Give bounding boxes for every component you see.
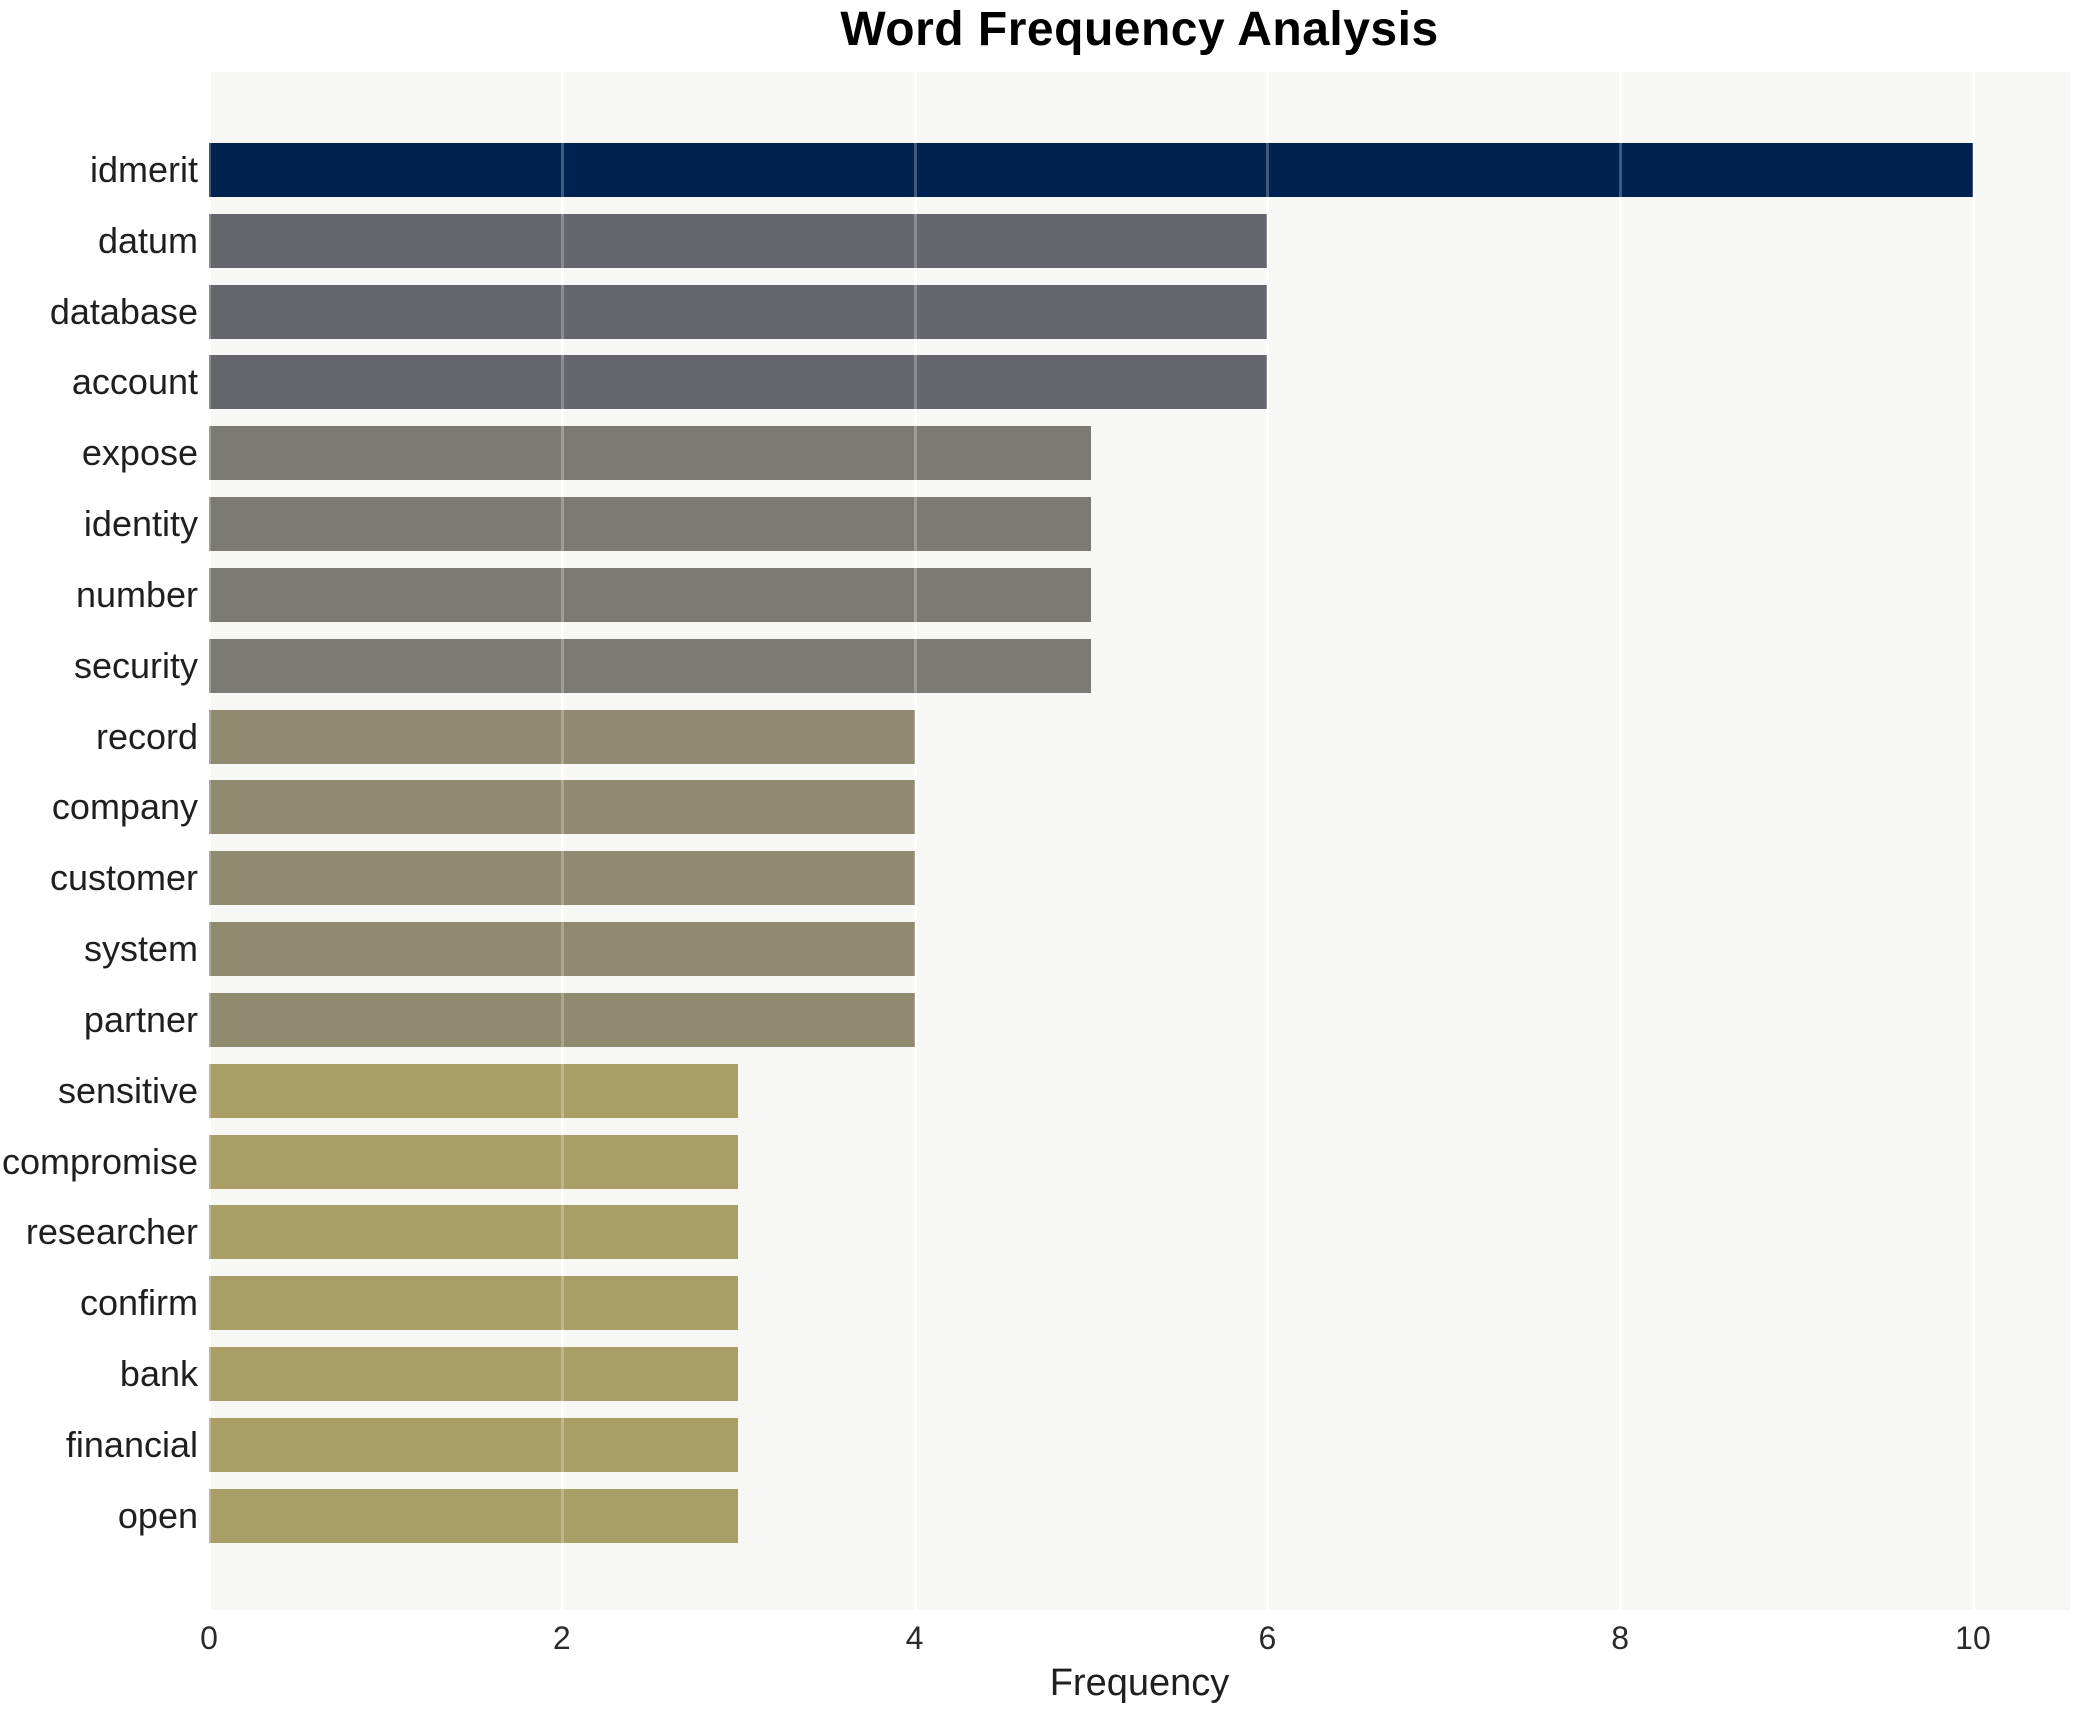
y-label-security: security [73, 644, 198, 686]
x-tick-2: 2 [552, 1620, 571, 1656]
bar-company [209, 780, 915, 835]
gridline-overlay-x6 [1266, 72, 1270, 1610]
y-label-identity: identity [83, 503, 198, 545]
y-label-customer: customer [49, 857, 198, 899]
gridline-overlay-x4 [913, 72, 917, 1610]
y-label-financial: financial [65, 1423, 198, 1465]
plot-area [208, 72, 2070, 1610]
bar-system [209, 922, 915, 977]
y-label-compromise: compromise [1, 1140, 198, 1182]
bar-compromise [209, 1134, 739, 1189]
y-label-partner: partner [83, 998, 198, 1040]
gridline-x8 [1619, 72, 1623, 1610]
y-label-idmerit: idmerit [89, 149, 198, 190]
y-label-database: database [49, 290, 198, 332]
bar-sensitive [209, 1063, 739, 1118]
bar-security [209, 638, 1091, 693]
y-label-sensitive: sensitive [57, 1069, 198, 1111]
gridline-x6 [1266, 72, 1270, 1610]
bar-expose [209, 426, 1091, 481]
gridline-x4 [913, 72, 917, 1610]
y-label-system: system [83, 928, 198, 970]
x-tick-4: 4 [905, 1620, 924, 1656]
bar-bank [209, 1347, 739, 1402]
x-tick-10: 10 [1955, 1620, 1991, 1656]
gridline-overlay-x8 [1619, 72, 1623, 1610]
bar-database [209, 284, 1268, 339]
bar-partner [209, 992, 915, 1047]
y-label-bank: bank [119, 1353, 198, 1395]
gridline-x2 [560, 72, 564, 1610]
x-tick-8: 8 [1611, 1620, 1630, 1656]
gridline-x10 [1971, 72, 1975, 1610]
bar-idmerit [209, 143, 1973, 197]
y-axis-labels: idmerit datum database account expose identit… [0, 143, 198, 1543]
y-label-number: number [75, 573, 198, 615]
y-label-company: company [51, 786, 198, 828]
bar-researcher [209, 1205, 739, 1260]
bar-identity [209, 497, 1091, 552]
x-tick-6: 6 [1258, 1620, 1277, 1656]
x-tick-0: 0 [200, 1620, 218, 1656]
y-label-account: account [71, 361, 198, 403]
bar-confirm [209, 1276, 739, 1331]
gridline-overlay-x10 [1971, 72, 1975, 1610]
y-label-record: record [95, 715, 198, 757]
bar-customer [209, 851, 915, 906]
gridline-overlay-x2 [560, 72, 564, 1610]
bar-series [209, 143, 2070, 1543]
x-axis-title: Frequency [1049, 1662, 1230, 1704]
gridline-x0 [208, 72, 211, 1610]
chart-title: Word Frequency Analysis [840, 3, 1439, 56]
bar-financial [209, 1417, 739, 1472]
bar-datum [209, 213, 1268, 268]
y-label-researcher: researcher [25, 1211, 198, 1253]
y-label-datum: datum [97, 219, 198, 261]
bar-account [209, 355, 1268, 410]
bar-record [209, 709, 915, 764]
y-label-expose: expose [81, 432, 198, 474]
bar-number [209, 567, 1091, 622]
x-axis-ticks: 0 2 4 6 8 10 [200, 1620, 2070, 1664]
bar-open [209, 1488, 739, 1543]
y-label-confirm: confirm [79, 1282, 198, 1324]
y-label-open: open [117, 1494, 198, 1536]
gridline-overlay-x0 [208, 72, 211, 1610]
